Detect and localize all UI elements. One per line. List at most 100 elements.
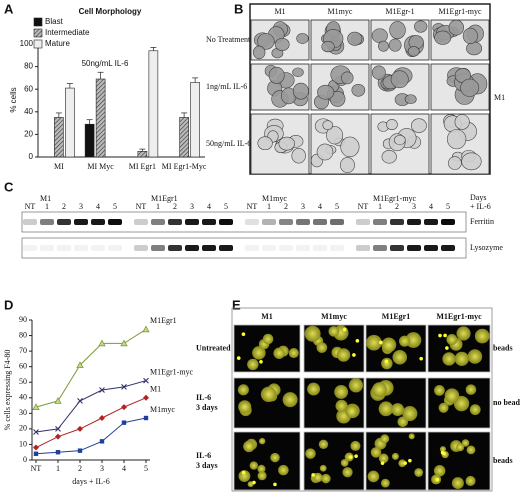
bead [259, 359, 263, 364]
cell [407, 46, 420, 57]
side-label: M1 [494, 93, 505, 102]
x-tick-label: 2 [78, 464, 82, 473]
cell [258, 437, 266, 445]
column-header: M1Egr1-myc [438, 7, 482, 16]
marker [55, 433, 61, 440]
group-label: M1Egr1 [151, 194, 178, 203]
cell [296, 33, 309, 44]
gel [21, 211, 467, 233]
marker [120, 339, 128, 347]
lane-label: NT [136, 202, 147, 211]
bead [379, 340, 383, 345]
cell [380, 434, 390, 444]
bead [443, 333, 447, 338]
cell [278, 136, 296, 151]
row-label-line: IL-6 [196, 451, 211, 460]
band [356, 219, 370, 225]
cell [319, 464, 327, 472]
cell [381, 150, 397, 164]
y-tick-label: 100 [20, 39, 34, 48]
band [185, 245, 199, 251]
cell [268, 66, 285, 84]
y-tick-label: 0 [29, 152, 34, 161]
band [390, 219, 404, 225]
band [296, 219, 310, 225]
bead [384, 359, 389, 364]
cell [316, 342, 328, 353]
cell [388, 38, 402, 52]
lane-label: 2 [173, 202, 177, 211]
band [373, 219, 387, 225]
cell [317, 84, 335, 100]
marker [33, 429, 39, 435]
panel-label: B [234, 1, 243, 16]
band [356, 245, 370, 251]
marker [121, 404, 127, 411]
cell [466, 445, 476, 455]
y-tick-label: 70 [19, 346, 27, 355]
cell [351, 83, 366, 97]
cell [392, 350, 408, 365]
row-label: 50ng/mL IL-6 [206, 139, 251, 148]
error-bar [97, 71, 104, 80]
cell [469, 404, 481, 416]
cell [454, 114, 470, 130]
cell [444, 388, 460, 403]
bead [419, 356, 423, 361]
marker [33, 451, 39, 456]
cell [438, 402, 449, 413]
band [134, 219, 148, 225]
band-label: Ferritin [470, 217, 494, 226]
band [279, 245, 293, 251]
lane-label: 1 [156, 202, 160, 211]
band [74, 245, 88, 251]
x-tick-label: 4 [122, 464, 126, 473]
cell [442, 352, 456, 366]
lane-label: 3 [79, 202, 83, 211]
panel-label: E [232, 297, 241, 312]
bead [273, 482, 277, 487]
row-label: IL-6 3 days [196, 393, 218, 412]
cell [253, 45, 266, 60]
lane-label: 5 [335, 202, 339, 211]
cell [405, 332, 422, 348]
y-tick-label: 60 [24, 84, 33, 93]
marker [99, 415, 105, 421]
band [424, 245, 438, 251]
lane-label: 4 [318, 202, 322, 211]
cell [336, 348, 351, 362]
error-bar [66, 83, 73, 89]
marker [77, 448, 83, 453]
marker [99, 439, 105, 444]
bar [137, 151, 148, 158]
column-header: M1 [261, 312, 273, 321]
column-header: M1Egr1 [382, 312, 410, 321]
cell [252, 346, 266, 360]
bead [342, 327, 347, 332]
row-label: 1ng/mL IL-6 [206, 82, 247, 91]
micrograph-frame [249, 3, 491, 175]
cell [460, 78, 480, 97]
error-bar [139, 148, 146, 152]
lane-label: 4 [96, 202, 100, 211]
cell [321, 41, 335, 53]
row-label-line: IL-6 [196, 393, 211, 402]
bead [435, 477, 440, 482]
column-header: M1 [274, 7, 285, 16]
annotation: 50ng/mL IL-6 [82, 59, 129, 68]
cell [371, 28, 388, 44]
bead [236, 356, 241, 360]
chart-title: Cell Morphology [79, 7, 142, 16]
lane-label: 4 [207, 202, 211, 211]
marker [33, 444, 39, 451]
cell [282, 392, 298, 408]
cell [366, 334, 382, 351]
cell [257, 464, 266, 473]
band [279, 219, 293, 225]
cell [414, 20, 428, 33]
cell [378, 40, 389, 52]
side-label: no beads [493, 398, 520, 407]
marker [99, 387, 105, 393]
band [108, 245, 122, 251]
